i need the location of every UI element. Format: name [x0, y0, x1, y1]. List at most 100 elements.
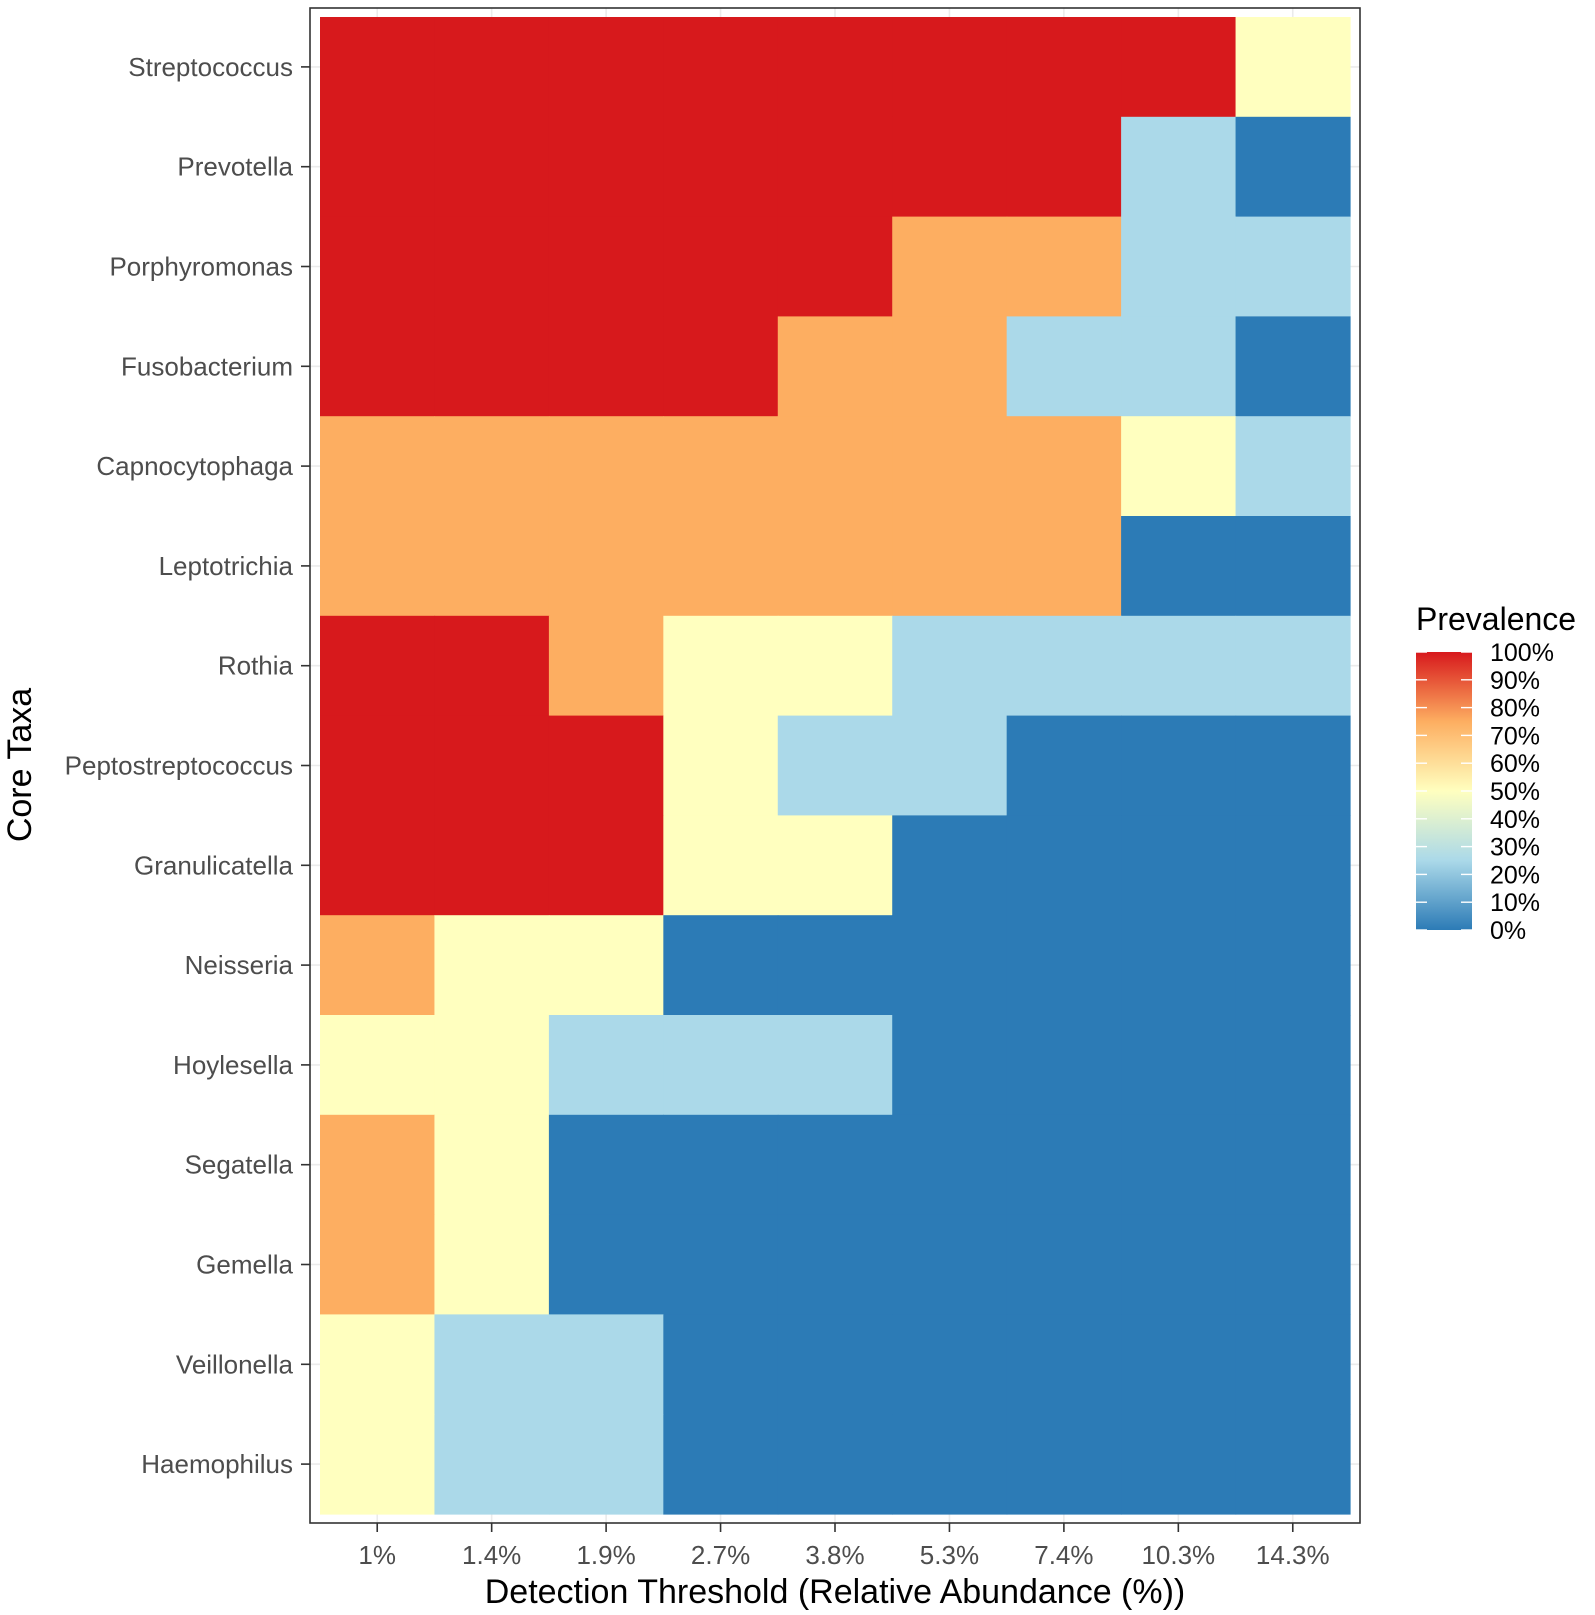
heatmap-cell: [1235, 116, 1351, 218]
heatmap-cell: [892, 1414, 1008, 1515]
heatmap-cell: [1235, 915, 1351, 1016]
heatmap-cell: [548, 316, 664, 417]
heatmap-cell: [548, 715, 664, 816]
heatmap-cell: [548, 1414, 664, 1515]
x-tick-label: 2.7%: [691, 1540, 750, 1570]
heatmap-cell: [663, 516, 779, 617]
heatmap-cell: [1006, 17, 1122, 118]
heatmap-cell: [1235, 815, 1351, 916]
heatmap-cell: [1006, 116, 1122, 218]
heatmap-cell: [892, 715, 1008, 816]
heatmap-cell: [777, 1015, 893, 1116]
heatmap-cell: [1006, 1214, 1122, 1315]
heatmap-cell: [1121, 516, 1237, 617]
heatmap-cell: [777, 1314, 893, 1415]
heatmap-cell: [320, 1314, 436, 1415]
x-tick-label: 5.3%: [920, 1540, 979, 1570]
heatmap-cell: [548, 1314, 664, 1415]
heatmap-cell: [1121, 216, 1237, 317]
y-tick-label: Rothia: [218, 651, 294, 681]
heatmap-cell: [663, 615, 779, 717]
y-tick-label: Streptococcus: [128, 52, 293, 82]
heatmap-cell: [892, 316, 1008, 417]
legend-label: 30%: [1490, 834, 1540, 862]
heatmap-cell: [1006, 1015, 1122, 1116]
y-tick-label: Capnocytophaga: [96, 451, 293, 481]
heatmap-cell: [892, 1214, 1008, 1315]
legend-label: 60%: [1490, 750, 1540, 778]
heatmap-cell: [892, 615, 1008, 717]
heatmap-cell: [548, 516, 664, 617]
heatmap-cell: [320, 615, 436, 717]
heatmap-cell: [320, 1214, 436, 1315]
heatmap-cell: [1121, 1015, 1237, 1116]
y-tick-label: Neisseria: [185, 950, 294, 980]
heatmap-cell: [548, 1015, 664, 1116]
heatmap-cell: [1235, 416, 1351, 517]
heatmap-cell: [663, 316, 779, 417]
x-tick-label: 14.3%: [1256, 1540, 1330, 1570]
heatmap-cell: [777, 17, 893, 118]
heatmap-cell: [663, 216, 779, 317]
legend-label: 10%: [1490, 889, 1540, 917]
legend-title: Prevalence: [1416, 601, 1576, 637]
heatmap-cell: [548, 116, 664, 218]
heatmap-cell: [434, 316, 550, 417]
heatmap-cell: [548, 416, 664, 517]
heatmap-cell: [1121, 615, 1237, 717]
heatmap-cell: [663, 915, 779, 1016]
heatmap-cell: [548, 17, 664, 118]
heatmap-cell: [1121, 1214, 1237, 1315]
heatmap-cell: [434, 1214, 550, 1315]
heatmap-cell: [663, 416, 779, 517]
heatmap-cell: [892, 915, 1008, 1016]
y-tick-label: Segatella: [185, 1150, 294, 1180]
heatmap-cell: [434, 615, 550, 717]
heatmap-cell: [1121, 815, 1237, 916]
heatmap-cell: [434, 715, 550, 816]
x-tick-label: 1%: [358, 1540, 396, 1570]
heatmap-cell: [548, 615, 664, 717]
heatmap-cell: [434, 17, 550, 118]
heatmap-cell: [663, 1314, 779, 1415]
heatmap-cell: [1006, 516, 1122, 617]
y-tick-label: Gemella: [196, 1250, 293, 1280]
heatmap-cell: [434, 1414, 550, 1515]
y-tick-label: Porphyromonas: [109, 252, 293, 282]
legend-label: 40%: [1490, 806, 1540, 834]
heatmap-cell: [434, 815, 550, 916]
heatmap-cell: [1235, 516, 1351, 617]
heatmap-cell: [892, 1114, 1008, 1216]
heatmap-cell: [320, 1015, 436, 1116]
heatmap-cell: [320, 416, 436, 517]
heatmap-cell: [777, 316, 893, 417]
heatmap-cell: [434, 416, 550, 517]
y-tick-label: Prevotella: [177, 152, 293, 182]
y-tick-label: Fusobacterium: [121, 351, 293, 381]
heatmap-cell: [548, 1214, 664, 1315]
heatmap-cell: [777, 416, 893, 517]
heatmap-cell: [434, 915, 550, 1016]
heatmap-cell: [1235, 17, 1351, 118]
x-tick-label: 7.4%: [1034, 1540, 1093, 1570]
y-axis-title: Core Taxa: [1, 688, 39, 842]
heatmap-cell: [1235, 1414, 1351, 1515]
heatmap-cell: [1121, 1114, 1237, 1216]
x-tick-label: 1.4%: [462, 1540, 521, 1570]
y-tick-label: Peptostreptococcus: [65, 751, 293, 781]
heatmap-cell: [548, 1114, 664, 1216]
heatmap-cell: [663, 1214, 779, 1315]
heatmap-cell: [892, 815, 1008, 916]
heatmap-cell: [1006, 715, 1122, 816]
heatmap-cell: [320, 17, 436, 118]
legend-label: 100%: [1490, 639, 1554, 667]
heatmap-cell: [1235, 715, 1351, 816]
x-tick-label: 10.3%: [1141, 1540, 1215, 1570]
heatmap-cell: [434, 216, 550, 317]
heatmap-cell: [892, 216, 1008, 317]
heatmap-cell: [1006, 1314, 1122, 1415]
heatmap-cell: [434, 1114, 550, 1216]
y-tick-label: Granulicatella: [134, 850, 294, 880]
heatmap-cell: [663, 715, 779, 816]
